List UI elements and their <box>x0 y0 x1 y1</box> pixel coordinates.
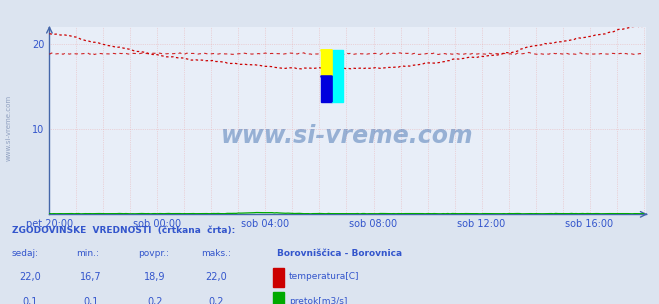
Text: min.:: min.: <box>76 249 99 258</box>
Text: www.si-vreme.com: www.si-vreme.com <box>5 95 11 161</box>
FancyBboxPatch shape <box>321 50 332 76</box>
Text: 22,0: 22,0 <box>18 272 41 282</box>
Polygon shape <box>321 50 332 76</box>
Text: www.si-vreme.com: www.si-vreme.com <box>221 124 474 148</box>
Text: 0,2: 0,2 <box>147 297 163 304</box>
Text: pretok[m3/s]: pretok[m3/s] <box>289 297 347 304</box>
Text: 0,2: 0,2 <box>208 297 224 304</box>
Polygon shape <box>321 76 332 102</box>
Text: sedaj:: sedaj: <box>12 249 39 258</box>
Text: maks.:: maks.: <box>201 249 231 258</box>
Text: ZGODOVINSKE  VREDNOSTI  (črtkana  črta):: ZGODOVINSKE VREDNOSTI (črtkana črta): <box>12 226 235 235</box>
Text: 16,7: 16,7 <box>80 272 101 282</box>
FancyBboxPatch shape <box>321 76 332 102</box>
FancyBboxPatch shape <box>332 50 343 102</box>
Text: povpr.:: povpr.: <box>138 249 169 258</box>
Text: 18,9: 18,9 <box>144 272 165 282</box>
Bar <box>273 292 284 304</box>
Text: 22,0: 22,0 <box>205 272 227 282</box>
Text: temperatura[C]: temperatura[C] <box>289 272 359 281</box>
Bar <box>273 268 284 287</box>
Text: 0,1: 0,1 <box>22 297 38 304</box>
Text: 0,1: 0,1 <box>83 297 99 304</box>
Text: Borovniščica - Borovnica: Borovniščica - Borovnica <box>277 249 402 258</box>
